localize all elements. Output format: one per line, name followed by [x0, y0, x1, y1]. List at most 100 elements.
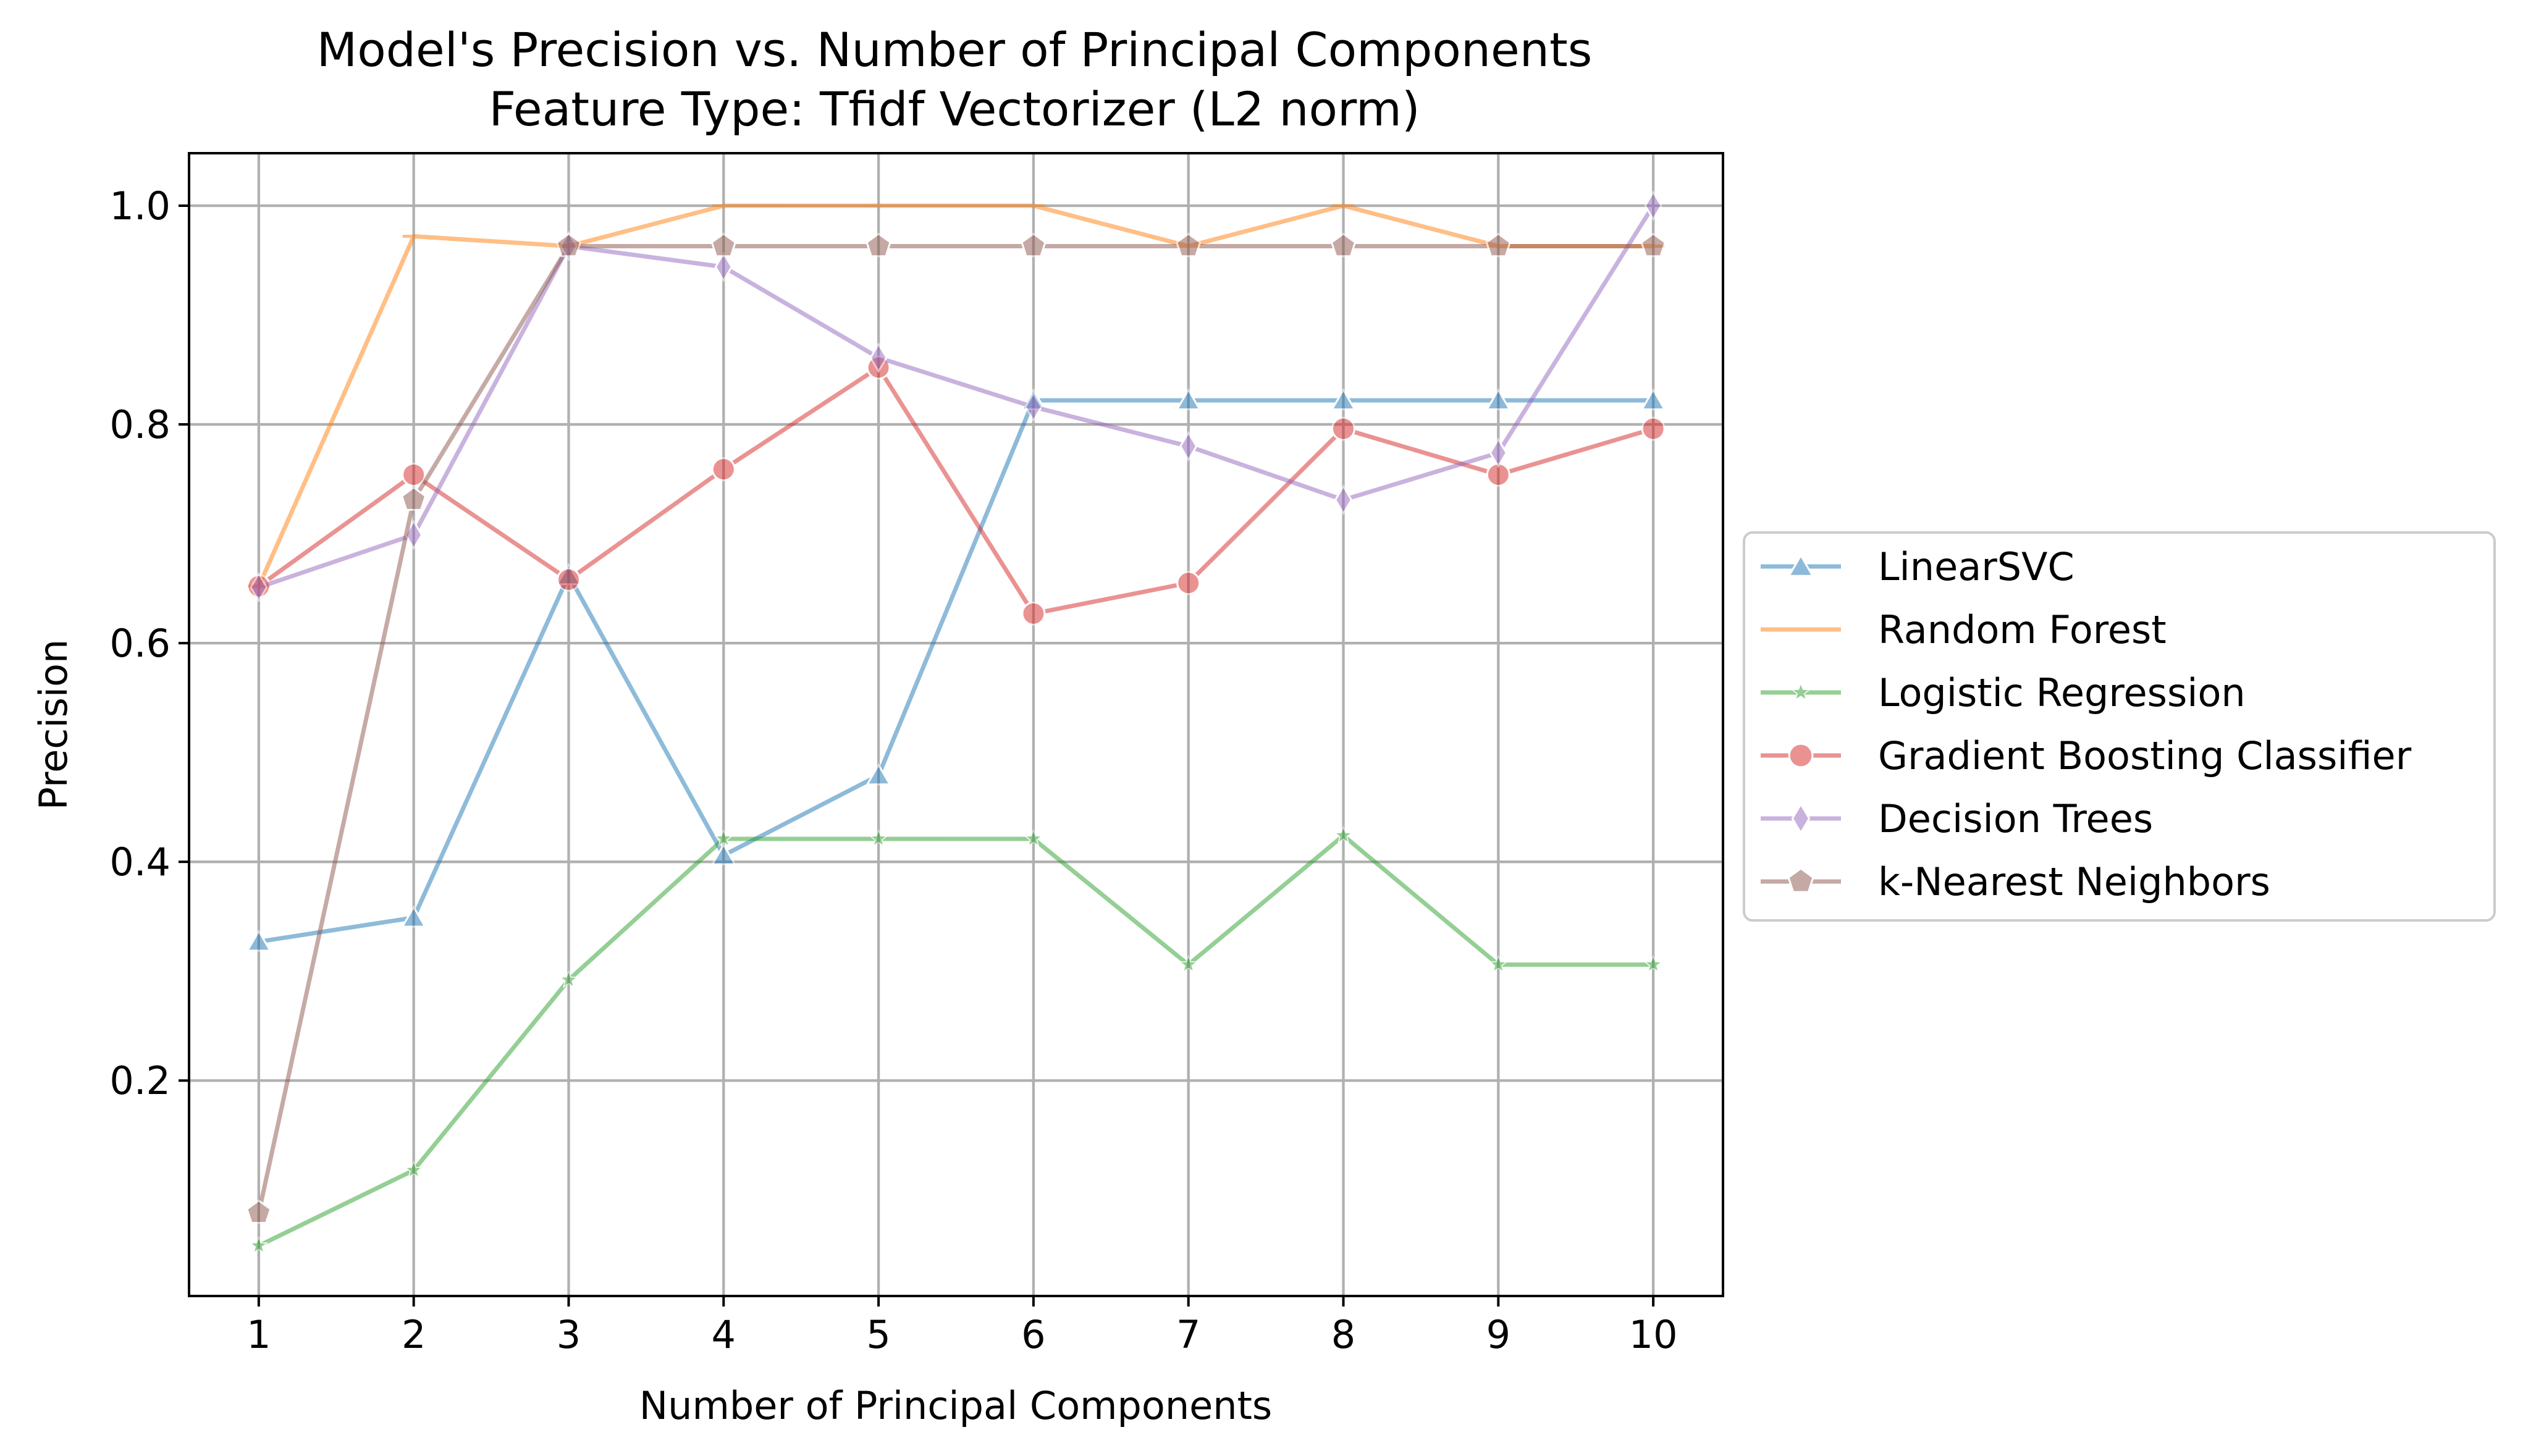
data-point	[1488, 954, 1508, 973]
data-point	[1643, 954, 1663, 973]
data-point	[402, 462, 426, 487]
data-point	[246, 1199, 272, 1224]
legend-item: Decision Trees	[1761, 796, 2153, 841]
x-tick-label: 7	[1176, 1312, 1200, 1357]
plot-series	[246, 190, 1666, 1254]
legend-label: Random Forest	[1878, 607, 2167, 652]
data-point	[866, 763, 891, 786]
legend-marker	[1787, 867, 1814, 893]
legend-item: Gradient Boosting Classifier	[1761, 733, 2412, 778]
data-point	[710, 232, 737, 258]
series-line	[256, 244, 1656, 1215]
y-tick-label: 0.4	[109, 840, 171, 885]
legend-handle	[1761, 553, 1841, 577]
data-point	[1179, 954, 1198, 973]
data-point	[400, 905, 427, 928]
data-point	[1021, 601, 1046, 626]
plot-frame	[188, 152, 1724, 1297]
legend-handle	[1761, 682, 1841, 701]
data-point	[1175, 232, 1202, 258]
legend-handle	[1761, 867, 1841, 893]
y-tick-label: 0.8	[109, 402, 171, 447]
data-point	[1330, 388, 1357, 411]
data-point	[1640, 232, 1666, 258]
series-line	[256, 203, 1656, 590]
data-point	[1024, 391, 1043, 423]
x-axis-label: Number of Principal Components	[639, 1383, 1272, 1428]
legend-handle	[1761, 743, 1841, 768]
legend-handle	[1761, 802, 1841, 835]
data-point	[1644, 190, 1662, 221]
data-point	[710, 843, 737, 865]
data-point	[249, 1235, 269, 1254]
series-group	[246, 232, 1666, 1224]
legend-label: Decision Trees	[1878, 796, 2153, 841]
data-point	[714, 828, 733, 848]
legend-label: LinearSVC	[1878, 544, 2074, 589]
x-tick-label: 10	[1629, 1312, 1678, 1357]
x-tick-label: 5	[866, 1312, 890, 1357]
y-tick-label: 0.2	[109, 1058, 171, 1103]
data-point	[1334, 825, 1353, 844]
legend-label: Gradient Boosting Classifier	[1878, 733, 2412, 778]
x-tick-label: 2	[402, 1312, 426, 1357]
legend-marker	[1788, 743, 1814, 768]
legend-item: Random Forest	[1761, 607, 2167, 652]
y-axis-label: Precision	[31, 639, 76, 810]
legend-label: Logistic Regression	[1878, 670, 2246, 715]
data-point	[1330, 232, 1357, 258]
data-point	[250, 571, 268, 603]
data-point	[1024, 828, 1043, 848]
data-point	[714, 251, 733, 283]
data-point	[1334, 484, 1353, 516]
data-point	[866, 232, 891, 258]
data-point	[1485, 232, 1512, 258]
x-tick-label: 9	[1486, 1312, 1510, 1357]
legend-marker	[1787, 553, 1814, 577]
data-point	[711, 457, 736, 482]
legend-item: k-Nearest Neighbors	[1761, 859, 2270, 904]
legend: LinearSVC Random Forest Logistic Regressio…	[1743, 531, 2496, 922]
legend-item: Logistic Regression	[1761, 670, 2246, 715]
data-point	[869, 342, 888, 374]
x-tick-label: 4	[712, 1312, 736, 1357]
data-point	[404, 1160, 424, 1179]
chart-subtitle: Feature Type: Tfidf Vectorizer (L2 norm)	[489, 82, 1420, 137]
legend-label: k-Nearest Neighbors	[1878, 859, 2270, 904]
legend-items: LinearSVC Random Forest Logistic Regressio…	[1761, 544, 2412, 904]
data-point	[1640, 388, 1666, 411]
data-point	[1021, 232, 1047, 258]
data-point	[1179, 431, 1198, 462]
data-point	[1485, 388, 1512, 411]
legend-marker	[1791, 802, 1811, 835]
series-line	[256, 203, 1656, 589]
data-point	[556, 567, 581, 592]
series-line	[256, 833, 1656, 1248]
data-point	[1489, 437, 1508, 469]
x-tick-label: 3	[557, 1312, 581, 1357]
data-point	[1176, 571, 1201, 595]
data-point	[1331, 416, 1356, 441]
y-tick-label: 0.6	[109, 621, 171, 666]
data-point	[869, 828, 888, 848]
axis-ticks: 1 2 3 4 5 6 7 8 9 10 0.2 0.4 0.6 0.8 1.0	[109, 183, 1677, 1357]
data-point	[559, 970, 578, 988]
x-tick-label: 8	[1331, 1312, 1355, 1357]
legend-item: LinearSVC	[1761, 544, 2074, 589]
chart-title: Model's Precision vs. Number of Principa…	[317, 22, 1593, 77]
y-tick-label: 1.0	[109, 183, 171, 229]
series-group	[249, 825, 1663, 1254]
x-tick-label: 1	[246, 1312, 271, 1357]
data-point	[1175, 388, 1202, 411]
x-tick-label: 6	[1021, 1312, 1045, 1357]
legend-marker	[1790, 682, 1811, 701]
series-line	[256, 398, 1656, 944]
data-point	[246, 929, 272, 952]
series-line	[256, 365, 1656, 616]
data-point	[555, 232, 582, 258]
legend-box	[1743, 531, 2496, 922]
data-point	[400, 486, 427, 511]
data-point	[1641, 416, 1666, 441]
